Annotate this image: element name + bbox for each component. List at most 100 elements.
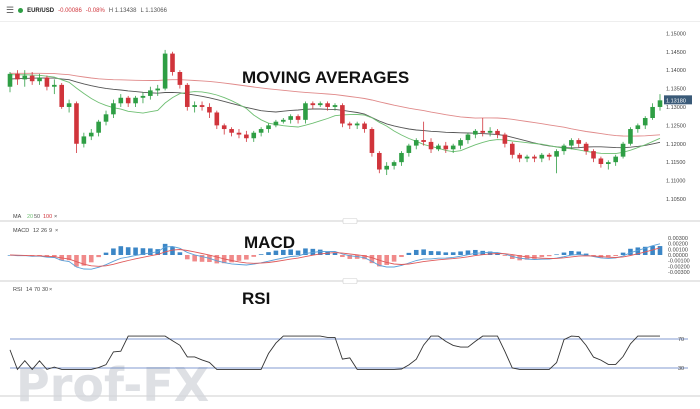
candle-body [436, 145, 441, 150]
high-value: H 1.13438 [108, 7, 137, 14]
candle-body [569, 140, 574, 146]
candle-body [465, 134, 471, 141]
macd-histogram [7, 243, 663, 267]
macd-axis-tick: 0.00300 [668, 236, 688, 242]
macd-histogram-bar [37, 255, 42, 256]
rsi-axis-70: 70 [678, 337, 684, 343]
price-change-pct: -0.08% [85, 7, 105, 14]
macd-histogram-bar [162, 243, 168, 255]
macd-histogram-bar [450, 252, 456, 255]
candle-body [473, 130, 478, 135]
current-price-value: 1.13180 [666, 98, 686, 104]
candle-body [44, 77, 50, 87]
macd-histogram-bar [406, 252, 412, 255]
resize-handle-1[interactable] [342, 218, 358, 224]
macd-histogram-bar [347, 255, 353, 259]
candle-body [162, 53, 168, 89]
candle-body [509, 143, 515, 155]
close-icon[interactable]: × [49, 287, 52, 293]
candle-body [221, 125, 227, 130]
macd-histogram-bar [495, 253, 500, 255]
macd-histogram-bar [502, 255, 508, 256]
price-axis-tick: 1.14500 [666, 50, 686, 56]
macd-histogram-bar [620, 252, 626, 255]
candle-body [170, 53, 175, 72]
candle-body [266, 125, 271, 130]
candlestick-series [7, 49, 663, 176]
macd-axis: 0.003000.002000.001000.00000-0.00100-0.0… [668, 236, 690, 276]
macd-histogram-bar [613, 255, 618, 257]
macd-histogram-bar [133, 247, 138, 255]
macd-histogram-bar [554, 254, 559, 256]
rsi-axis-30: 30 [678, 366, 684, 372]
macd-histogram-bar [236, 255, 242, 261]
candle-body [524, 156, 530, 159]
macd-histogram-bar [428, 251, 434, 255]
candle-body [251, 132, 257, 139]
macd-histogram-bar [303, 248, 308, 255]
macd-histogram-bar [199, 255, 205, 262]
low-value: L 1.13066 [140, 7, 167, 14]
close-icon[interactable]: × [54, 214, 57, 220]
macd-histogram-bar [66, 255, 72, 261]
candle-body [598, 158, 604, 164]
candle-body [184, 84, 190, 107]
price-axis: 1.15000 1.14500 1.14000 1.13500 1.13000 1.125… [666, 31, 686, 203]
price-axis-tick: 1.12000 [666, 142, 686, 148]
candle-body [81, 136, 87, 144]
current-price-tag: 1.13180 [664, 95, 692, 105]
macd-histogram-bar [539, 255, 545, 258]
candle-body [458, 140, 463, 146]
macd-histogram-bar [280, 249, 286, 255]
symbol-label[interactable]: EUR/USD [27, 7, 55, 14]
macd-histogram-bar [377, 255, 382, 267]
close-icon[interactable]: × [55, 228, 58, 234]
rsi-title: RSI [242, 289, 270, 308]
price-change: -0.00086 [58, 7, 82, 14]
macd-histogram-bar [229, 255, 234, 263]
candle-body [332, 105, 338, 107]
resize-handle-2[interactable] [342, 278, 358, 284]
macd-histogram-bar [288, 249, 293, 255]
candle-body [583, 143, 589, 152]
candle-body [236, 132, 242, 135]
macd-histogram-bar [458, 251, 463, 255]
candle-body [288, 116, 293, 120]
ma-legend-p1: 20 [27, 214, 33, 220]
candle-body [443, 145, 449, 150]
candle-body [561, 145, 567, 152]
candle-body [613, 156, 618, 163]
macd-histogram-bar [310, 248, 316, 255]
macd-histogram-bar [465, 250, 471, 255]
macd-histogram-bar [399, 255, 404, 258]
candle-body [576, 140, 582, 144]
macd-histogram-bar [635, 247, 641, 255]
candle-body [59, 84, 65, 107]
candle-body [29, 75, 35, 82]
ma-legend-p3: 100 [43, 214, 52, 220]
macd-axis-tick: 0.00200 [668, 242, 688, 248]
hamburger-icon[interactable]: ☰ [6, 5, 15, 15]
price-axis-tick: 1.13500 [666, 87, 686, 93]
macd-histogram-bar [340, 255, 345, 258]
candle-body [546, 154, 552, 157]
macd-histogram-bar [81, 255, 87, 266]
candle-body [554, 151, 559, 157]
price-axis-tick: 1.13000 [666, 105, 686, 111]
macd-histogram-bar [118, 246, 124, 255]
macd-histogram-bar [332, 252, 338, 255]
macd-histogram-bar [532, 255, 537, 259]
ma-legend: MA 20 50 100 × [13, 214, 57, 220]
market-status-dot [18, 8, 24, 13]
candle-body [177, 72, 183, 85]
watermark-logo: Prof-FX [16, 358, 209, 409]
macd-histogram-bar [251, 255, 257, 257]
candle-body [487, 130, 493, 133]
candle-body [229, 129, 234, 133]
candle-body [66, 103, 72, 107]
macd-histogram-bar [443, 252, 449, 255]
price-axis-tick: 1.15000 [666, 31, 686, 37]
candle-body [258, 129, 264, 133]
candle-body [280, 119, 286, 122]
